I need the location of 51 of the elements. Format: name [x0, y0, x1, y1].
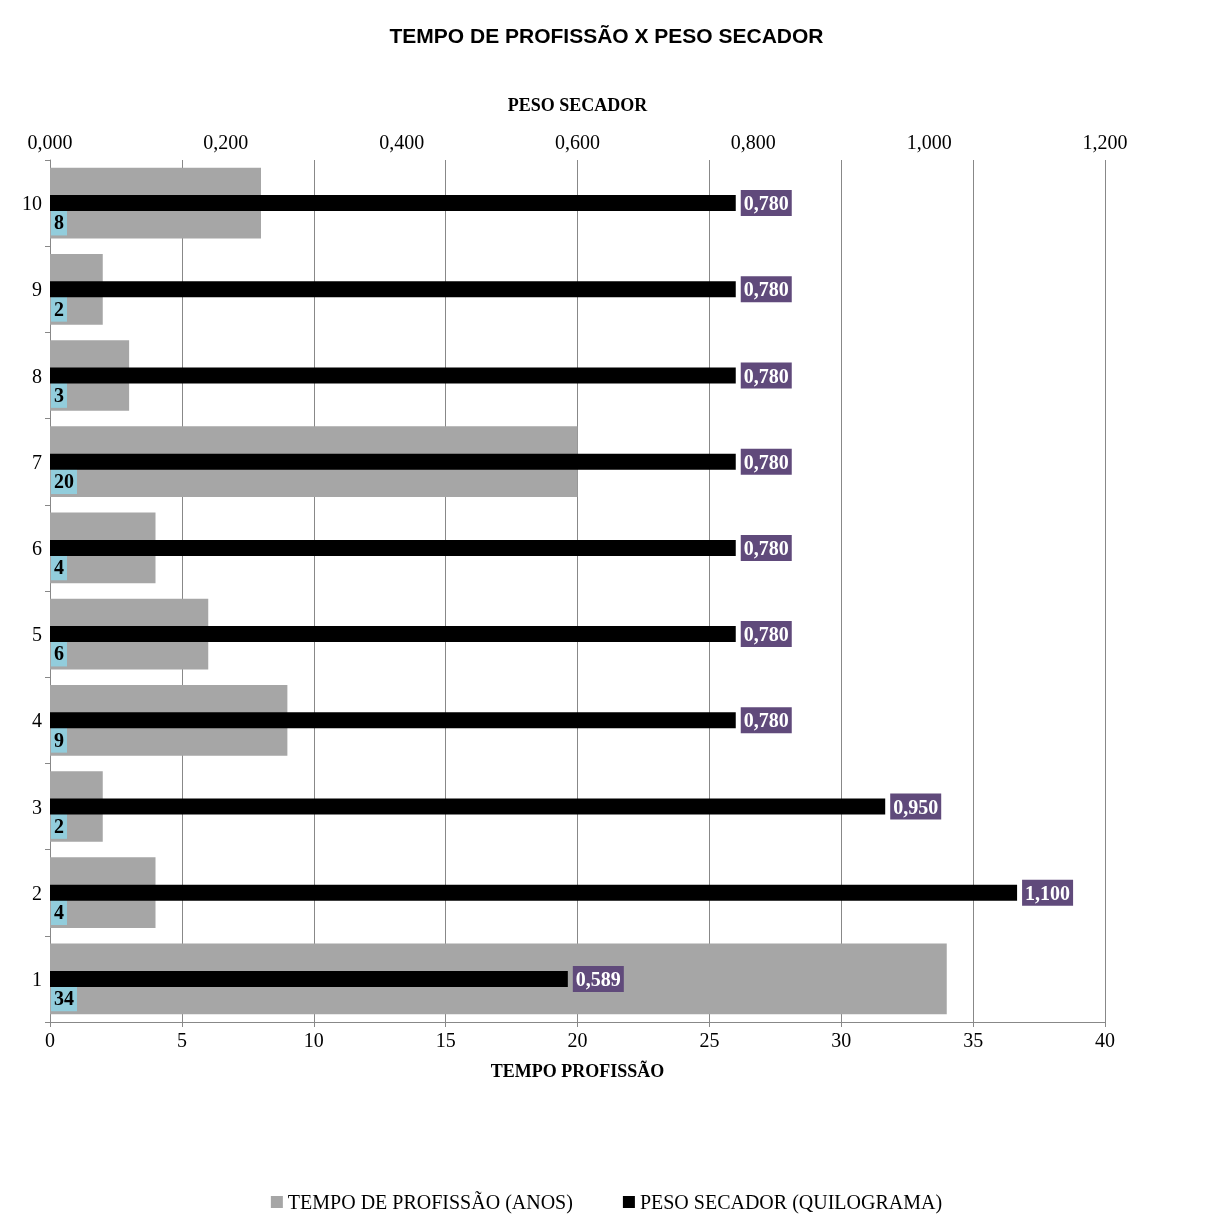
- x-tick-label: 15: [435, 1029, 456, 1051]
- x-axis-title: TEMPO PROFISSÃO: [490, 1060, 665, 1081]
- x-tick-label: 35: [963, 1029, 984, 1051]
- x-tick-label: 40: [1095, 1029, 1115, 1051]
- y-tick-label: 2: [32, 881, 42, 904]
- x2-tick-label: 0,800: [730, 131, 776, 153]
- x-tick-label: 10: [303, 1029, 324, 1051]
- data-label: 4: [54, 556, 64, 579]
- legend-label: PESO SECADOR (QUILOGRAMA): [639, 1191, 943, 1214]
- data-label: 0,780: [743, 450, 789, 473]
- data-label: 0,589: [575, 967, 621, 990]
- y-tick-label: 4: [32, 709, 42, 732]
- data-label: 0,780: [743, 278, 789, 301]
- x-tick-label: 25: [699, 1029, 720, 1051]
- data-label: 2: [54, 297, 64, 320]
- y-tick-label: 3: [32, 795, 42, 818]
- y-tick-label: 5: [32, 623, 42, 646]
- data-label: 0,780: [743, 536, 789, 559]
- legend-label: TEMPO DE PROFISSÃO (ANOS): [287, 1190, 573, 1214]
- data-label: 4: [54, 901, 64, 924]
- y-tick-label: 6: [32, 536, 42, 559]
- chart-title: TEMPO DE PROFISSÃO X PESO SECADOR: [389, 24, 824, 47]
- data-label: 34: [54, 987, 74, 1010]
- x2-tick-label: 1,200: [1082, 131, 1128, 153]
- x2-tick-label: 0,400: [379, 131, 425, 153]
- x2-tick-label: 0,200: [203, 131, 249, 153]
- y-tick-label: 7: [32, 450, 42, 473]
- data-label: 0,780: [743, 623, 789, 646]
- data-label: 8: [54, 211, 64, 234]
- x-tick-label: 30: [831, 1029, 852, 1051]
- data-label: 2: [54, 814, 64, 837]
- y-tick-label: 8: [32, 364, 42, 387]
- data-label: 9: [54, 728, 64, 751]
- x2-axis-title: PESO SECADOR: [507, 95, 649, 115]
- x2-tick-label: 1,000: [906, 131, 952, 153]
- x-tick-label: 5: [176, 1029, 187, 1051]
- data-label: 1,100: [1025, 881, 1071, 904]
- y-tick-label: 1: [32, 967, 42, 990]
- data-label: 0,780: [743, 364, 789, 387]
- x2-tick-label: 0,600: [555, 131, 600, 153]
- x-tick-label: 0: [45, 1029, 55, 1051]
- data-label: 6: [54, 642, 64, 665]
- data-label: 0,950: [893, 795, 939, 818]
- data-label: 20: [54, 470, 74, 493]
- data-label: 3: [54, 383, 64, 406]
- x-tick-label: 20: [567, 1029, 588, 1051]
- data-label: 0,780: [743, 192, 789, 215]
- data-label: 0,780: [743, 709, 789, 732]
- y-tick-label: 10: [22, 192, 42, 215]
- y-tick-label: 9: [32, 278, 42, 301]
- x2-tick-label: 0,000: [27, 131, 73, 153]
